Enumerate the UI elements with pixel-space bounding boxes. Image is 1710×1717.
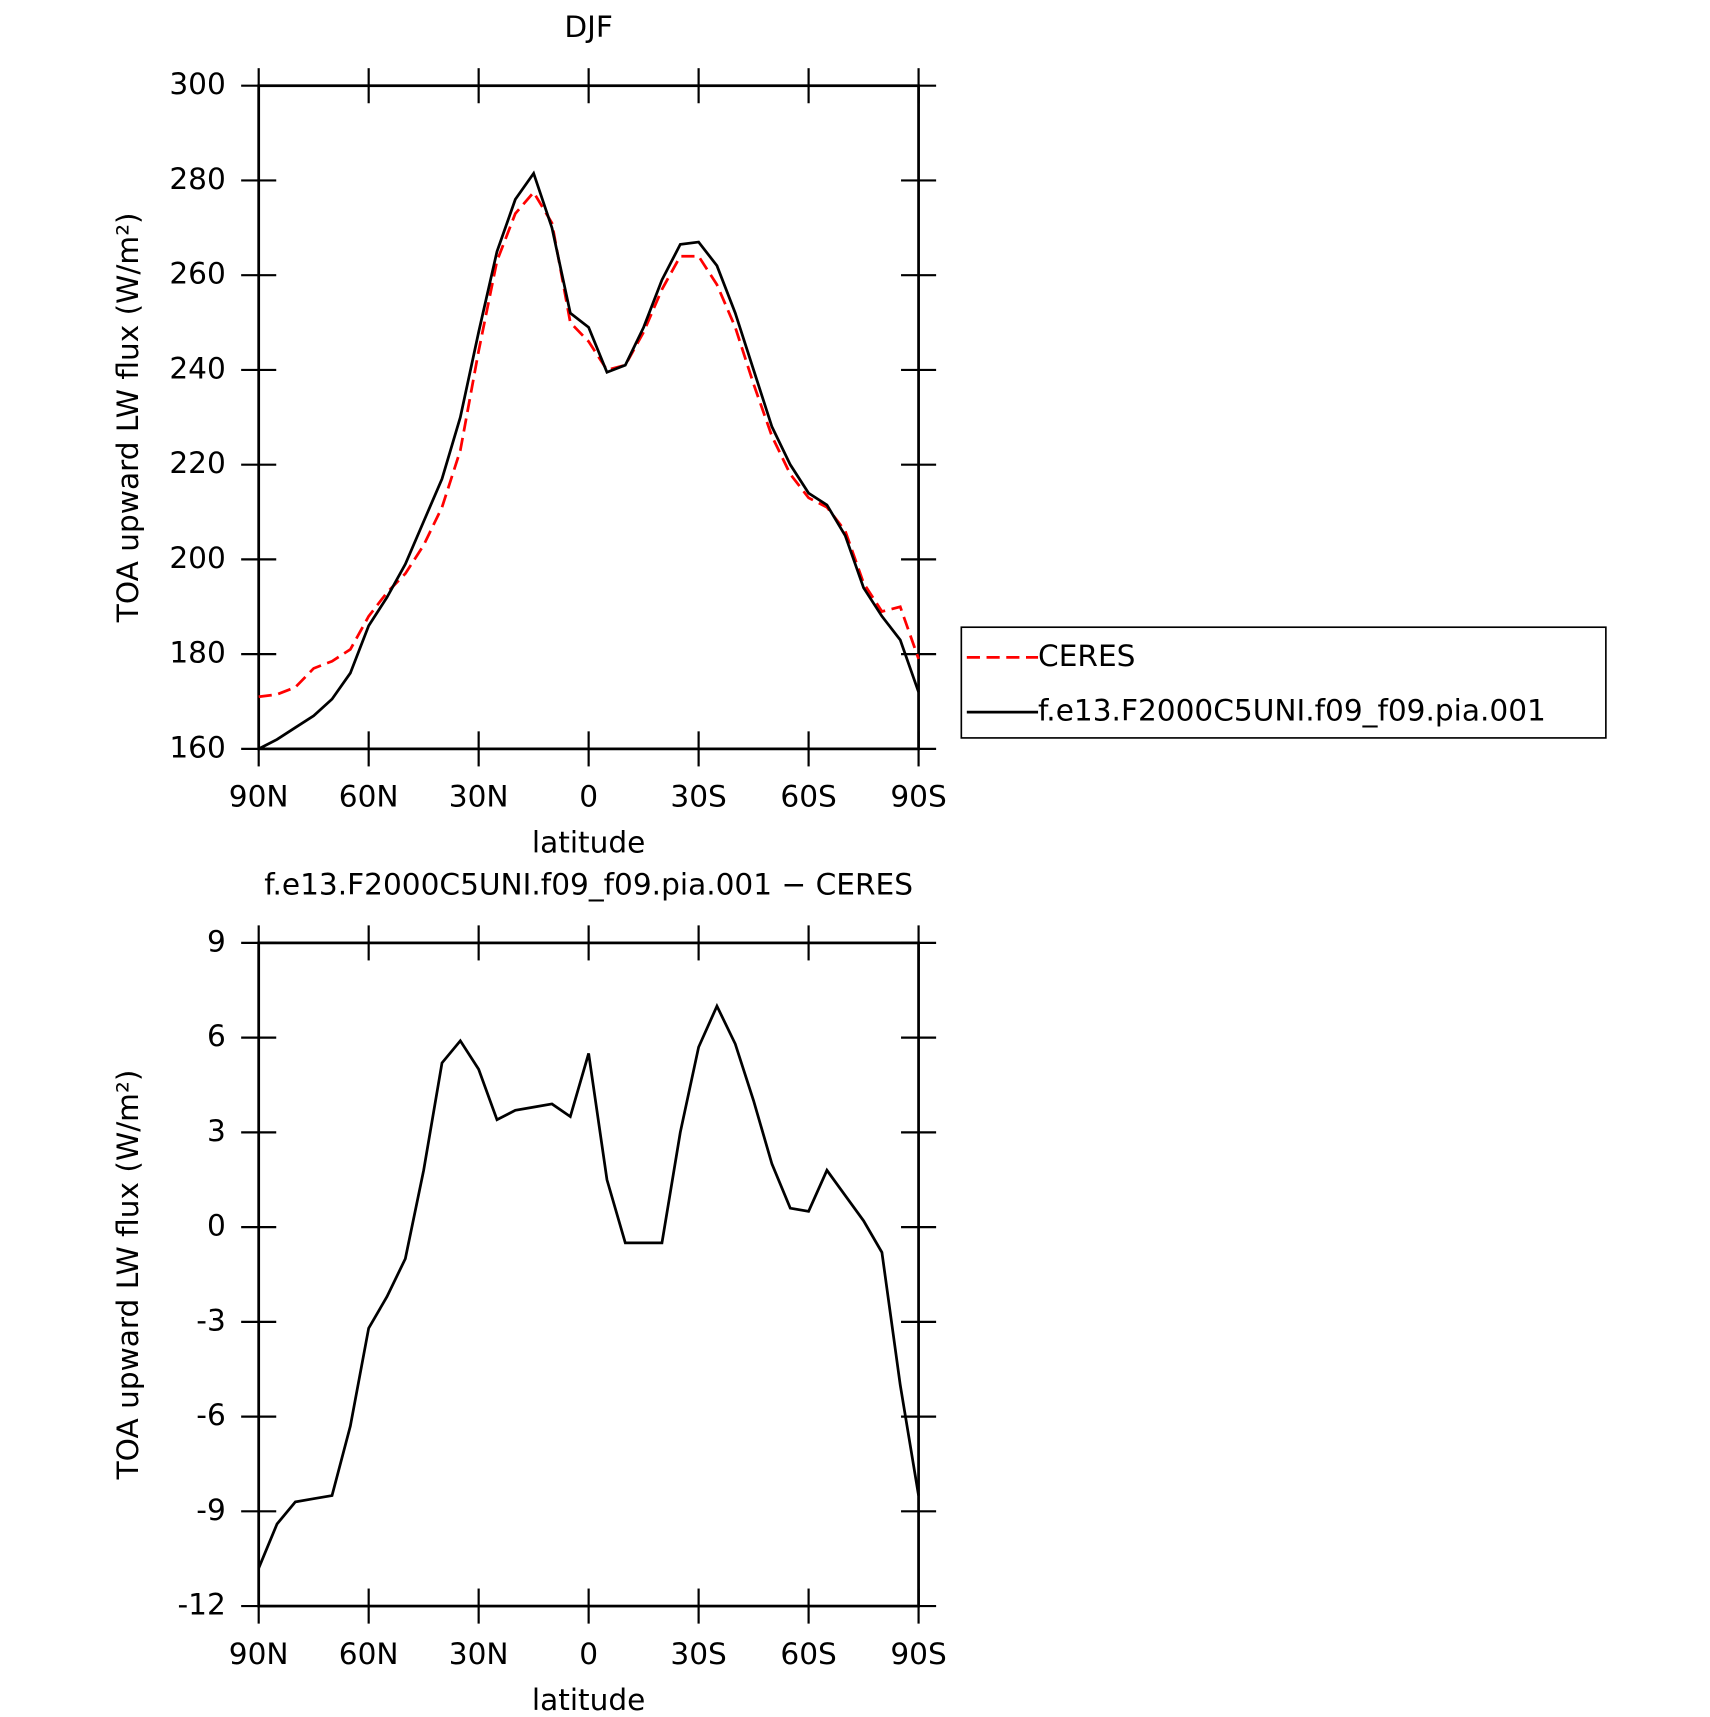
y-tick-label: 3	[207, 1114, 226, 1148]
x-tick-label: 60S	[780, 780, 836, 814]
legend-label: CERES	[1038, 639, 1135, 673]
y-tick-label: 160	[169, 730, 225, 764]
y-tick-label: 300	[169, 67, 225, 101]
x-tick-label: 90S	[890, 1637, 946, 1671]
y-tick-label: 240	[169, 351, 225, 385]
y-tick-label: -3	[196, 1303, 226, 1337]
x-axis-label: latitude	[532, 1683, 645, 1717]
x-tick-label: 30S	[670, 1637, 726, 1671]
x-tick-label: 30N	[449, 780, 509, 814]
y-tick-label: 280	[169, 162, 225, 196]
y-tick-label: -9	[196, 1493, 226, 1527]
data-line	[257, 1002, 920, 1569]
legend-label: f.e13.F2000C5UNI.f09_f09.pia.001	[1038, 694, 1546, 728]
x-tick-label: 60N	[339, 780, 399, 814]
y-tick-label: 180	[169, 636, 225, 670]
x-axis-label: latitude	[532, 826, 645, 860]
y-tick-label: 6	[207, 1019, 226, 1053]
chart-title: f.e13.F2000C5UNI.f09_f09.pia.001 − CERES	[264, 867, 913, 901]
x-tick-label: 30S	[670, 780, 726, 814]
x-tick-label: 0	[579, 780, 598, 814]
x-tick-label: 90S	[890, 780, 946, 814]
y-axis-label: TOA upward LW flux (W/m²)	[111, 212, 145, 623]
y-tick-label: 260	[169, 257, 225, 291]
x-tick-label: 60N	[339, 1637, 399, 1671]
data-line	[258, 170, 920, 751]
x-tick-label: 90N	[229, 1637, 289, 1671]
y-tick-label: -12	[177, 1588, 225, 1622]
plot-frame	[257, 941, 920, 1608]
y-tick-label: 220	[169, 446, 225, 480]
x-tick-label: 90N	[229, 780, 289, 814]
y-tick-label: -6	[196, 1398, 226, 1432]
plot-frame	[257, 84, 920, 751]
y-axis-label: TOA upward LW flux (W/m²)	[111, 1070, 145, 1481]
y-tick-label: 0	[207, 1209, 226, 1243]
data-line	[258, 189, 920, 699]
legend-box	[960, 626, 1607, 739]
chart-title: DJF	[564, 10, 613, 44]
x-tick-label: 60S	[780, 1637, 836, 1671]
x-tick-label: 0	[579, 1637, 598, 1671]
y-tick-label: 200	[169, 541, 225, 575]
y-tick-label: 9	[207, 924, 226, 958]
x-tick-label: 30N	[449, 1637, 509, 1671]
